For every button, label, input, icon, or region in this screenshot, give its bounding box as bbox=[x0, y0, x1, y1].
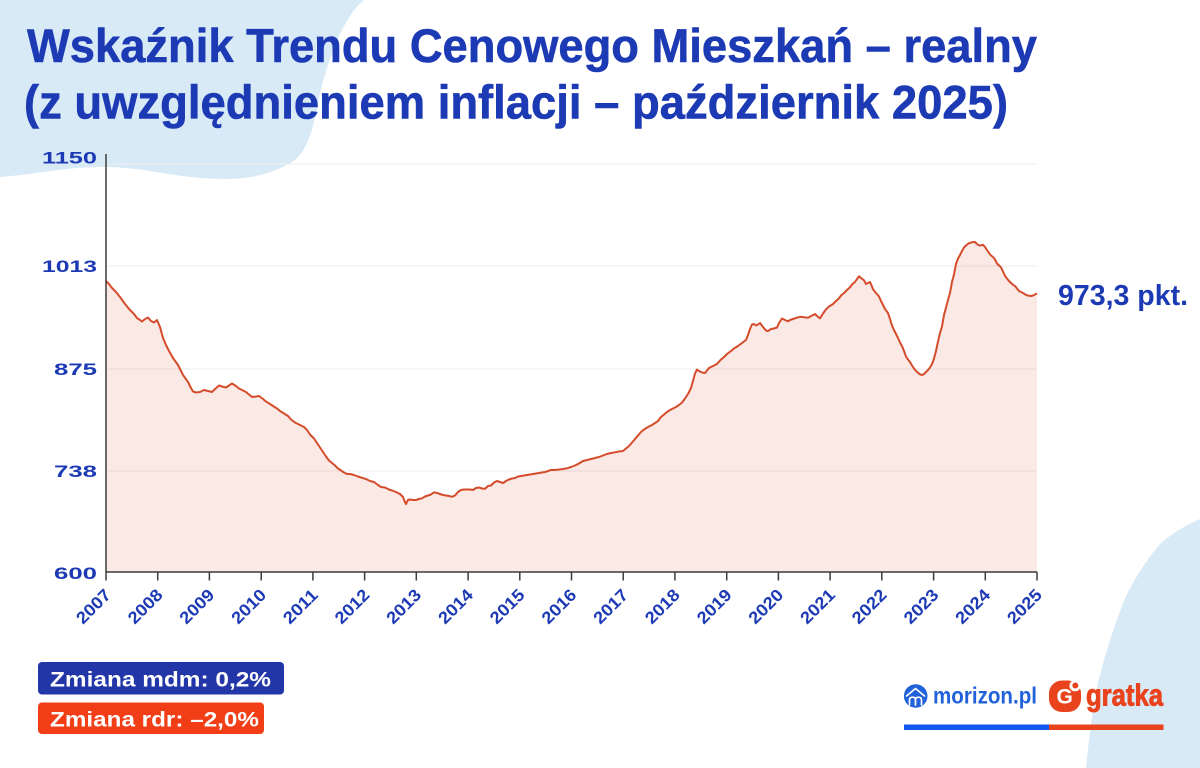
svg-text:875: 875 bbox=[54, 360, 97, 379]
svg-text:2023: 2023 bbox=[900, 585, 942, 627]
svg-text:gratka: gratka bbox=[1086, 678, 1164, 713]
svg-text:973,3 pkt.: 973,3 pkt. bbox=[1058, 280, 1188, 312]
svg-text:2009: 2009 bbox=[176, 585, 218, 627]
svg-text:2019: 2019 bbox=[693, 585, 735, 627]
svg-text:2021: 2021 bbox=[797, 585, 839, 627]
svg-text:2008: 2008 bbox=[124, 585, 166, 627]
svg-text:2022: 2022 bbox=[848, 585, 890, 627]
svg-text:Wskaźnik Trendu Cenowego Miesz: Wskaźnik Trendu Cenowego Mieszkań – real… bbox=[27, 19, 1037, 72]
svg-text:morizon.pl: morizon.pl bbox=[933, 683, 1037, 709]
svg-text:2018: 2018 bbox=[641, 585, 683, 627]
svg-text:(z uwzględnieniem inflacji – p: (z uwzględnieniem inflacji – październik… bbox=[24, 76, 1008, 129]
svg-text:2016: 2016 bbox=[538, 585, 580, 627]
svg-text:738: 738 bbox=[54, 462, 97, 481]
svg-text:2020: 2020 bbox=[745, 585, 787, 627]
svg-text:G: G bbox=[1057, 686, 1073, 709]
svg-text:2015: 2015 bbox=[486, 585, 528, 627]
svg-text:2012: 2012 bbox=[331, 585, 373, 627]
svg-text:2017: 2017 bbox=[590, 585, 632, 627]
svg-text:2024: 2024 bbox=[952, 585, 995, 628]
svg-text:2007: 2007 bbox=[72, 585, 114, 627]
svg-text:2013: 2013 bbox=[383, 585, 425, 627]
svg-text:2011: 2011 bbox=[279, 585, 321, 627]
svg-text:Zmiana mdm: 0,2%: Zmiana mdm: 0,2% bbox=[50, 668, 271, 692]
svg-text:600: 600 bbox=[54, 564, 97, 583]
svg-text:1150: 1150 bbox=[42, 149, 97, 168]
svg-text:Zmiana rdr: –2,0%: Zmiana rdr: –2,0% bbox=[50, 708, 259, 732]
svg-text:1013: 1013 bbox=[42, 257, 97, 276]
svg-text:2014: 2014 bbox=[435, 585, 478, 628]
svg-text:2010: 2010 bbox=[228, 585, 270, 627]
svg-text:2025: 2025 bbox=[1003, 585, 1045, 627]
